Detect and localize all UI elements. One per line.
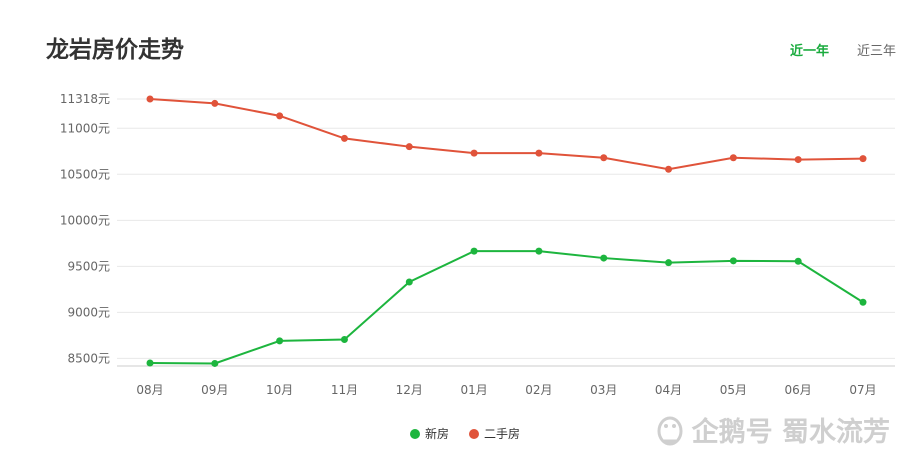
penguin-logo-icon bbox=[657, 416, 683, 445]
data-point-1 bbox=[535, 149, 543, 157]
legend-label-new: 新房 bbox=[425, 427, 450, 441]
data-point-0 bbox=[146, 359, 154, 367]
x-tick-label: 04月 bbox=[655, 383, 682, 397]
data-point-1 bbox=[794, 156, 802, 164]
data-point-1 bbox=[276, 112, 284, 120]
x-tick-label: 01月 bbox=[460, 383, 487, 397]
data-point-1 bbox=[211, 99, 219, 107]
y-tick-label: 9500元 bbox=[67, 259, 110, 273]
data-point-0 bbox=[794, 257, 802, 265]
x-tick-label: 09月 bbox=[201, 383, 228, 397]
data-point-0 bbox=[340, 336, 348, 344]
x-tick-label: 07月 bbox=[849, 383, 876, 397]
data-point-0 bbox=[535, 247, 543, 255]
x-tick-label: 08月 bbox=[136, 383, 163, 397]
data-point-0 bbox=[276, 337, 284, 345]
x-tick-label: 02月 bbox=[525, 383, 552, 397]
chart-legend: 新房 二手房 bbox=[410, 425, 520, 442]
series-line-0 bbox=[149, 250, 864, 365]
y-tick-label: 10000元 bbox=[60, 213, 110, 227]
data-point-1 bbox=[340, 134, 348, 142]
chart-title: 龙岩房价走势 bbox=[46, 37, 184, 63]
x-tick-label: 11月 bbox=[331, 383, 358, 397]
x-tick-label: 06月 bbox=[785, 383, 812, 397]
x-tick-label: 10月 bbox=[266, 383, 293, 397]
data-point-0 bbox=[859, 298, 867, 306]
data-point-0 bbox=[665, 259, 673, 267]
y-tick-label: 10500元 bbox=[60, 167, 110, 181]
data-point-1 bbox=[600, 154, 608, 162]
legend-item-new[interactable]: 新房 bbox=[410, 425, 449, 442]
data-point-1 bbox=[665, 165, 673, 173]
time-range-tabs: 近一年 近三年 bbox=[790, 40, 896, 59]
data-point-1 bbox=[729, 154, 737, 162]
y-tick-label: 8500元 bbox=[67, 351, 110, 365]
series-line-1 bbox=[149, 98, 864, 171]
x-tick-label: 03月 bbox=[590, 383, 617, 397]
watermark: 企鹅号 蜀水流芳 bbox=[654, 410, 890, 449]
data-point-1 bbox=[470, 149, 478, 157]
y-tick-label: 9000元 bbox=[67, 305, 110, 319]
tab-one-year[interactable]: 近一年 bbox=[789, 44, 829, 59]
x-tick-label: 12月 bbox=[396, 383, 423, 397]
data-point-0 bbox=[470, 247, 478, 255]
data-point-1 bbox=[405, 143, 413, 151]
data-point-0 bbox=[600, 254, 608, 262]
legend-dot-new bbox=[410, 428, 420, 439]
tab-three-years[interactable]: 近三年 bbox=[856, 44, 896, 59]
legend-item-second[interactable]: 二手房 bbox=[469, 425, 520, 442]
data-point-1 bbox=[146, 95, 154, 103]
legend-label-second: 二手房 bbox=[484, 427, 521, 441]
y-tick-label: 11318元 bbox=[60, 92, 110, 106]
data-point-0 bbox=[729, 257, 737, 265]
data-point-1 bbox=[859, 155, 867, 163]
watermark-text: 企鹅号 蜀水流芳 bbox=[691, 417, 890, 448]
x-tick-label: 05月 bbox=[720, 383, 747, 397]
y-tick-label: 11000元 bbox=[60, 121, 110, 135]
data-point-0 bbox=[211, 359, 219, 367]
data-point-0 bbox=[405, 278, 413, 286]
legend-dot-second bbox=[469, 428, 480, 439]
